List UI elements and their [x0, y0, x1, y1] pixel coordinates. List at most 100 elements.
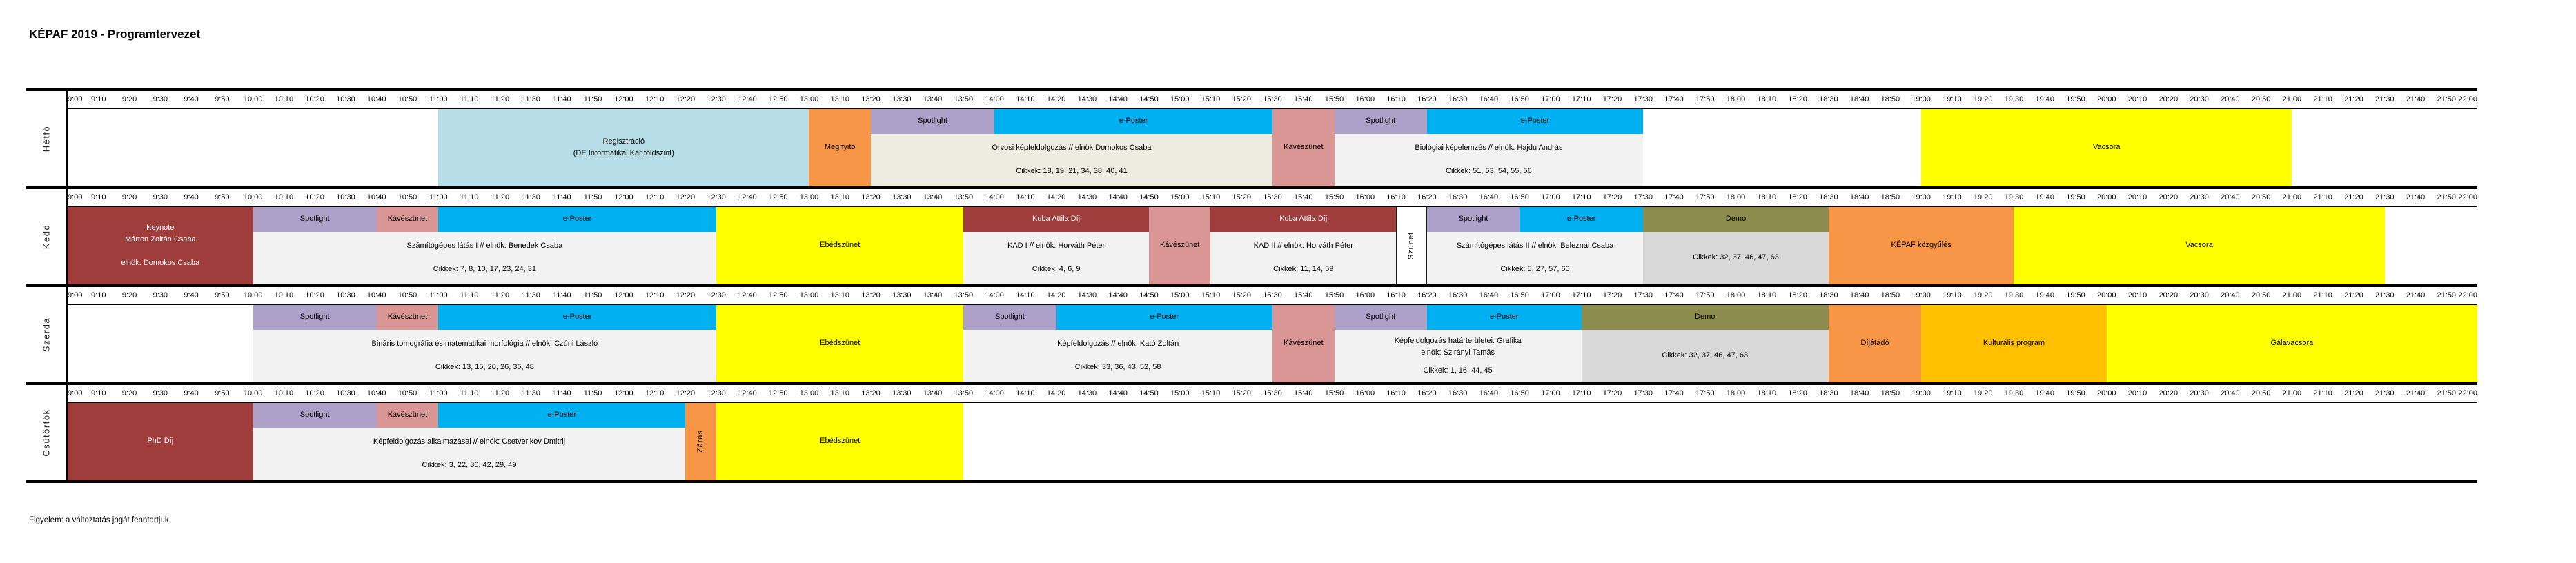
time-tick: 9:10 — [91, 193, 106, 201]
time-tick: 20:50 — [2251, 95, 2271, 103]
time-tick: 17:50 — [1695, 389, 1715, 397]
event-kaveszunet: Kávészünet — [376, 403, 439, 428]
time-tick: 18:50 — [1880, 193, 1900, 201]
time-tick: 15:30 — [1263, 95, 1282, 103]
time-tick: 21:40 — [2406, 291, 2426, 299]
event-label: e-Poster — [562, 313, 592, 322]
time-tick: 20:50 — [2251, 389, 2271, 397]
time-tick: 22:00 — [2458, 291, 2477, 299]
time-tick: 11:20 — [491, 389, 510, 397]
time-tick: 14:20 — [1046, 291, 1066, 299]
time-tick: 15:20 — [1232, 291, 1251, 299]
time-axis-hetfo: 9:00 9:10 9:20 9:30 9:40 9:50 10:00 10:10 10:20 1… — [68, 91, 2477, 109]
time-tick: 10:40 — [366, 193, 386, 201]
time-tick: 16:10 — [1386, 389, 1406, 397]
event-label: Spotlight — [1366, 313, 1396, 322]
event-kaveszunet: Kávészünet — [1272, 109, 1335, 186]
event-regisztracio: Regisztráció (DE Informatikai Kar földszi… — [438, 109, 809, 186]
time-tick: 9:20 — [121, 95, 137, 103]
time-tick: 14:30 — [1077, 193, 1097, 201]
time-tick: 19:10 — [1943, 389, 1962, 397]
time-tick: 18:40 — [1849, 95, 1869, 103]
time-tick: 18:50 — [1880, 95, 1900, 103]
time-tick: 16:30 — [1448, 389, 1468, 397]
time-tick: 16:30 — [1448, 193, 1468, 201]
time-tick: 12:30 — [707, 389, 726, 397]
time-tick: 19:30 — [2004, 95, 2024, 103]
time-tick: 20:00 — [2097, 389, 2116, 397]
time-tick: 20:40 — [2221, 389, 2240, 397]
time-tick: 14:30 — [1077, 291, 1097, 299]
time-tick: 21:50 — [2437, 193, 2456, 201]
time-tick: 12:20 — [676, 389, 696, 397]
time-tick: 13:20 — [861, 291, 881, 299]
event-label: PhD Díj — [147, 437, 174, 446]
time-tick: 14:40 — [1108, 95, 1128, 103]
event-ebedszunet: Ebédszünet — [716, 305, 964, 382]
time-tick: 14:50 — [1139, 291, 1159, 299]
time-tick: 14:50 — [1139, 389, 1159, 397]
session-title: Számítógépes látás II // elnök: Beleznai… — [1456, 241, 1614, 250]
time-tick: 18:20 — [1788, 291, 1807, 299]
time-tick: 12:00 — [614, 389, 633, 397]
time-tick: 17:30 — [1633, 389, 1653, 397]
event-label: Gálavacsora — [2270, 339, 2314, 348]
time-tick: 17:50 — [1695, 291, 1715, 299]
footer-note: Figyelem: a változtatás jogát fenntartju… — [29, 516, 171, 524]
event-label: Kulturális program — [1983, 339, 2045, 348]
event-eposter: e-Poster — [438, 305, 717, 330]
time-tick: 17:00 — [1541, 291, 1560, 299]
time-tick: 10:10 — [274, 389, 294, 397]
time-tick: 12:30 — [707, 95, 726, 103]
session-papers: Cikkek: 33, 36, 43, 52, 58 — [1074, 363, 1161, 372]
time-tick: 16:00 — [1355, 193, 1375, 201]
time-tick: 10:50 — [397, 291, 417, 299]
time-tick: 17:30 — [1633, 95, 1653, 103]
session-kad-2: KAD II // elnök: Horváth Péter Cikkek: 11… — [1210, 231, 1397, 284]
time-tick: 14:20 — [1046, 193, 1066, 201]
event-label: e-Poster — [562, 215, 592, 224]
time-tick: 13:30 — [892, 389, 912, 397]
event-eposter: e-Poster — [1426, 109, 1644, 134]
time-tick: 22:00 — [2458, 95, 2477, 103]
time-tick: 20:20 — [2159, 291, 2179, 299]
time-tick: 18:20 — [1788, 389, 1807, 397]
time-tick: 15:30 — [1263, 389, 1282, 397]
time-tick: 21:20 — [2344, 193, 2363, 201]
event-label: Spotlight — [995, 313, 1025, 322]
time-tick: 12:40 — [738, 291, 757, 299]
event-vacsora: Vacsora — [1921, 109, 2292, 186]
time-tick: 16:40 — [1479, 291, 1499, 299]
session-papers: Cikkek: 3, 22, 30, 42, 29, 49 — [422, 461, 517, 470]
session-title: Képfeldolgozás alkalmazásai // elnök: Cs… — [373, 437, 566, 446]
time-tick: 15:10 — [1201, 193, 1221, 201]
time-tick: 17:20 — [1602, 193, 1622, 201]
session-title: Képfeldolgozás // elnök: Kató Zoltán — [1057, 339, 1179, 348]
time-tick: 10:00 — [243, 95, 263, 103]
event-label: Ebédszünet — [820, 339, 861, 348]
time-tick: 14:50 — [1139, 193, 1159, 201]
event-label: Szünet — [1406, 231, 1415, 260]
time-tick: 13:00 — [799, 193, 819, 201]
time-tick: 21:00 — [2282, 95, 2302, 103]
time-tick: 16:30 — [1448, 95, 1468, 103]
time-tick: 15:30 — [1263, 291, 1282, 299]
day-canvas-szerda: Spotlight Kávészünet e-Poster Bináris tomog… — [68, 305, 2477, 382]
event-kaveszunet: Kávészünet — [376, 207, 439, 232]
time-tick: 15:40 — [1294, 389, 1313, 397]
time-tick: 12:50 — [768, 389, 788, 397]
event-label: Keynote Márton Zoltán Csaba elnök: Domoko… — [121, 223, 200, 268]
page-title: KÉPAF 2019 - Programtervezet — [29, 28, 201, 41]
session-hatarteruletek-grafika: Képfeldolgozás határterületei: Grafika el… — [1334, 329, 1582, 382]
time-tick: 9:30 — [153, 193, 168, 201]
event-label: e-Poster — [547, 411, 577, 419]
time-tick: 14:40 — [1108, 193, 1128, 201]
time-tick: 16:10 — [1386, 95, 1406, 103]
time-tick: 20:10 — [2127, 193, 2147, 201]
event-eposter: e-Poster — [1426, 305, 1582, 330]
session-title: Képfeldolgozás határterületei: Grafika el… — [1394, 337, 1522, 357]
time-tick: 10:20 — [305, 193, 324, 201]
time-tick: 11:10 — [460, 193, 479, 201]
time-tick: 16:20 — [1417, 193, 1437, 201]
